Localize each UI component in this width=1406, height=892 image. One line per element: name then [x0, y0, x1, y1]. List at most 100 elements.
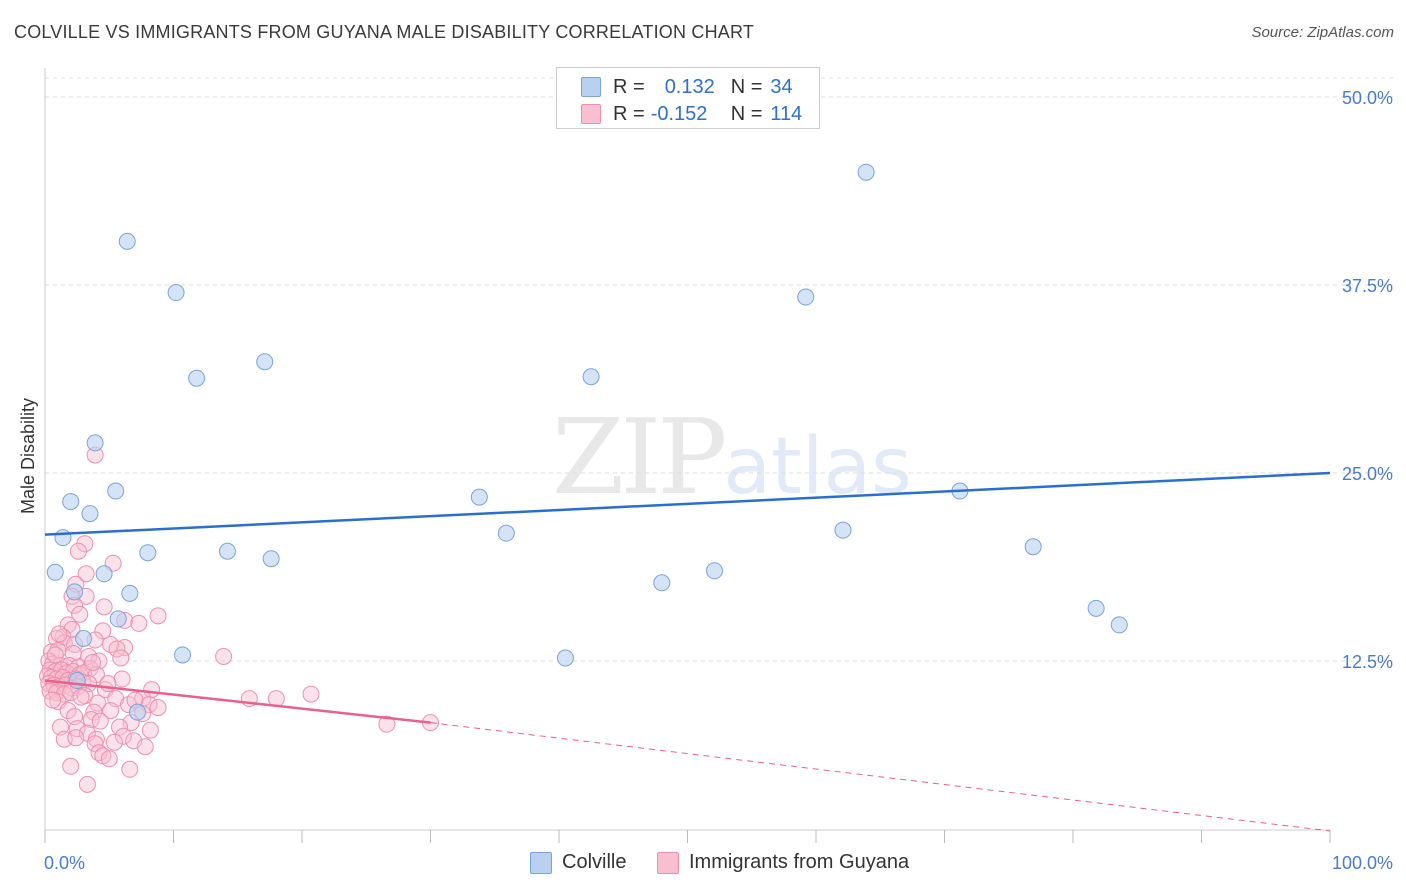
legend-r-label: R = — [613, 75, 645, 98]
colville-point — [95, 565, 113, 583]
legend-label-colville: Colville — [562, 851, 627, 873]
guyana-point — [69, 542, 87, 560]
guyana-point — [50, 625, 68, 643]
colville-point — [121, 584, 139, 602]
legend-swatch-blue — [530, 851, 552, 874]
guyana-point — [136, 738, 154, 756]
y-tick-label: 50.0% — [1342, 88, 1393, 108]
axes — [44, 68, 1330, 831]
colville-point — [857, 163, 875, 181]
chart-title: COLVILLE VS IMMIGRANTS FROM GUYANA MALE … — [14, 22, 755, 42]
legend-label-guyana: Immigrants from Guyana — [689, 851, 910, 873]
colville-point — [86, 434, 104, 452]
colville-point — [68, 672, 86, 690]
y-tick-label: 12.5% — [1342, 652, 1393, 672]
guyana-trend-line — [44, 679, 431, 724]
guyana-point — [71, 605, 89, 623]
guyana-point — [86, 735, 104, 753]
guyana-point — [130, 614, 148, 632]
colville-point — [1024, 538, 1042, 556]
stats-legend: R = 0.132 N = 34 R = -0.152 N = 114 — [556, 67, 820, 129]
colville-point — [497, 524, 515, 542]
guyana-point — [77, 565, 95, 583]
guyana-point — [95, 598, 113, 616]
legend-row-colville: R = 0.132 N = 34 — [581, 74, 793, 100]
guyana-point — [59, 702, 77, 720]
y-tick-label: 25.0% — [1342, 464, 1393, 484]
guyana-trend-extension — [430, 722, 1331, 832]
legend-item-guyana[interactable]: Immigrants from Guyana — [657, 851, 909, 874]
legend-swatch-pink — [657, 851, 679, 874]
legend-r-value: -0.152 — [650, 102, 708, 125]
y-tick-labels: 12.5% 25.0% 37.5% 50.0% — [1342, 88, 1393, 672]
legend-r-value: 0.132 — [664, 75, 715, 98]
colville-point — [470, 488, 488, 506]
legend-n-value: 34 — [770, 75, 793, 98]
legend-swatch-pink — [581, 104, 601, 124]
colville-point — [54, 529, 72, 547]
guyana-point — [111, 718, 129, 736]
guyana-point — [121, 760, 139, 778]
legend-row-guyana: R = -0.152 N = 114 — [581, 101, 802, 127]
colville-point — [256, 353, 274, 371]
trend-lines — [44, 471, 1331, 832]
colville-point — [218, 542, 236, 560]
colville-point — [556, 649, 574, 667]
colville-point — [188, 369, 206, 387]
guyana-points — [39, 446, 439, 793]
guyana-point — [112, 649, 130, 667]
x-ticks — [44, 830, 1331, 843]
source-label: Source: ZipAtlas.com — [1251, 24, 1394, 41]
x-max-label: 100.0% — [1332, 853, 1393, 873]
guyana-point — [62, 757, 80, 775]
guyana-point — [378, 715, 396, 733]
colville-point — [173, 646, 191, 664]
guyana-point — [78, 775, 96, 793]
guyana-point — [46, 646, 64, 664]
guyana-point — [149, 699, 167, 717]
series-legend: Colville Immigrants from Guyana — [0, 851, 1406, 879]
legend-n-label: N = — [730, 75, 763, 98]
colville-point — [81, 505, 99, 523]
guyana-point — [82, 711, 100, 729]
colville-point — [705, 562, 723, 580]
guyana-point — [108, 640, 126, 658]
guyana-point — [113, 670, 131, 688]
colville-point — [262, 550, 280, 568]
guyana-point — [215, 647, 233, 665]
guyana-point — [114, 727, 132, 745]
colville-point — [139, 544, 157, 562]
colville-point — [167, 284, 185, 302]
y-axis-label: Male Disability — [18, 398, 38, 514]
colville-point — [129, 703, 147, 721]
colville-point — [1087, 599, 1105, 617]
guyana-point — [105, 733, 123, 751]
y-tick-label: 37.5% — [1342, 276, 1393, 296]
legend-n-value: 114 — [770, 102, 803, 125]
guyana-point — [141, 721, 159, 739]
legend-item-colville[interactable]: Colville — [530, 851, 626, 874]
colville-point — [582, 368, 600, 386]
guyana-point — [100, 750, 118, 768]
colville-point — [75, 629, 93, 647]
colville-point — [118, 232, 136, 250]
legend-r-label: R = — [613, 102, 645, 125]
guyana-point — [91, 712, 109, 730]
guyana-point — [84, 654, 102, 672]
colville-point — [797, 288, 815, 306]
colville-point — [653, 574, 671, 592]
colville-trend-line — [44, 471, 1331, 536]
watermark-zip: ZIP — [552, 396, 727, 518]
guyana-point — [302, 685, 320, 703]
colville-points — [46, 163, 1128, 721]
colville-point — [62, 493, 80, 511]
watermark: ZIPatlas — [552, 396, 912, 518]
colville-point — [834, 521, 852, 539]
guyana-point — [102, 702, 120, 720]
legend-n-label: N = — [730, 102, 763, 125]
guyana-point — [89, 694, 107, 712]
colville-point — [46, 563, 64, 581]
guyana-point — [44, 691, 62, 709]
guyana-point — [149, 607, 167, 625]
